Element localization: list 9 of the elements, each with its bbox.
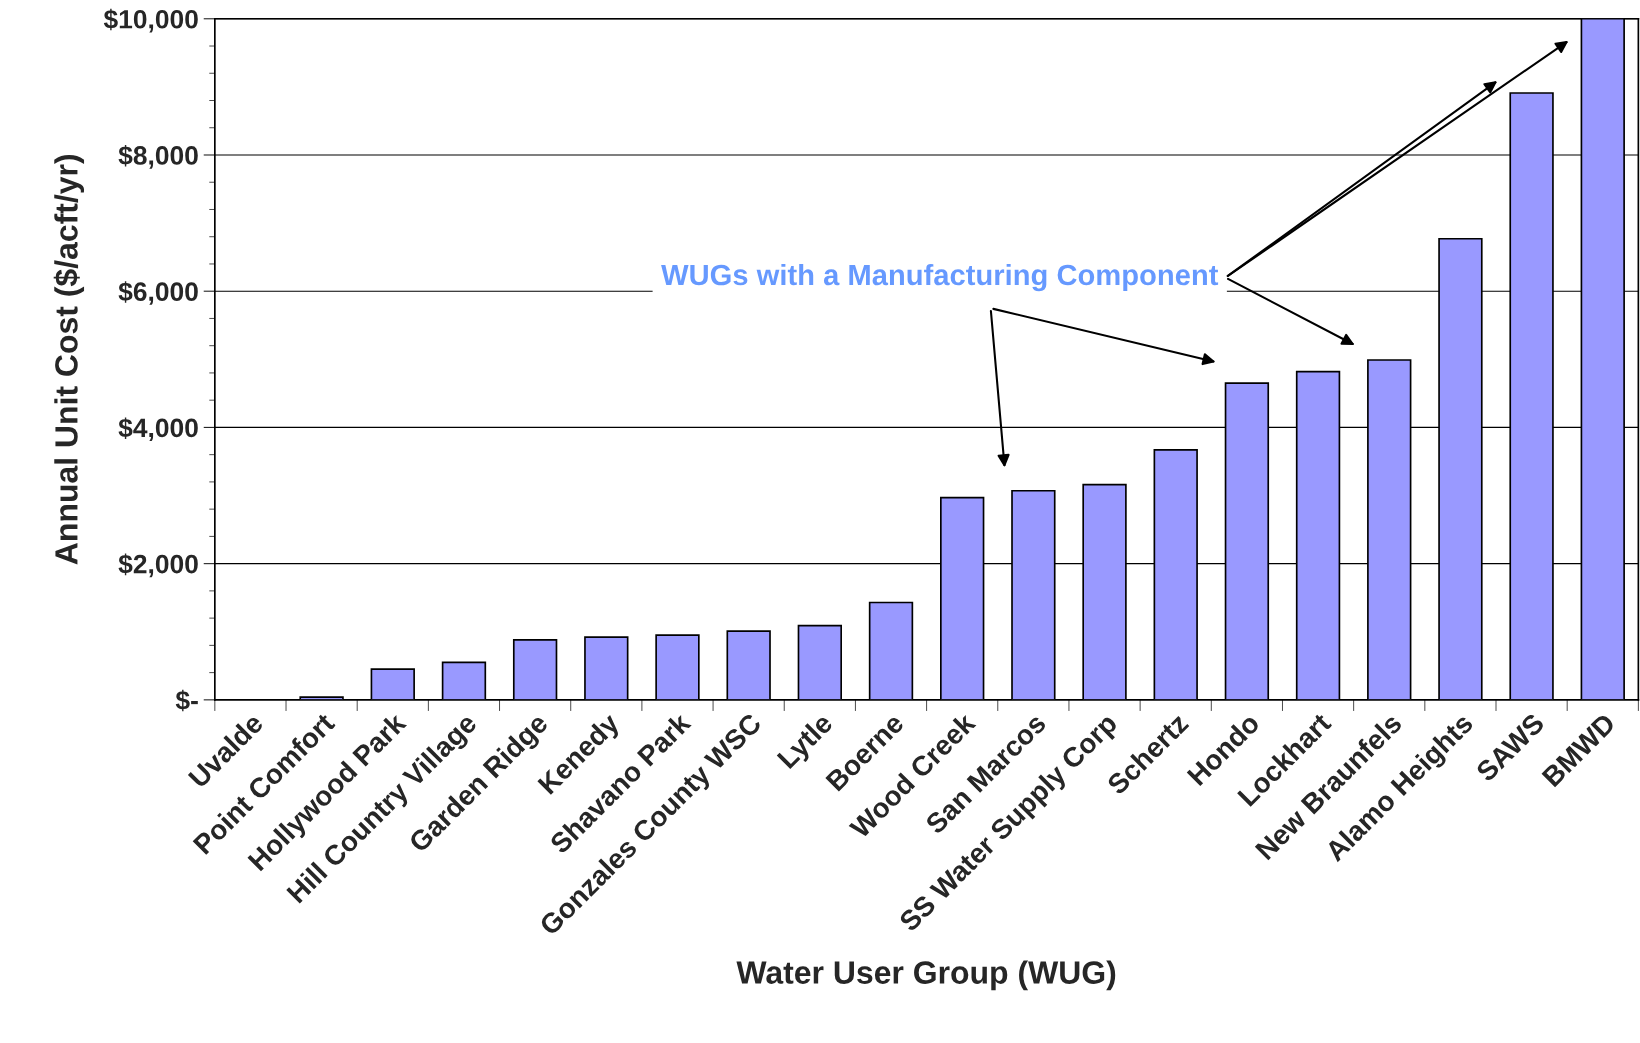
- y-tick-label: $8,000: [118, 144, 198, 169]
- x-axis-title: Water User Group (WUG): [736, 960, 1116, 991]
- y-axis-title: Annual Unit Cost ($/acft/yr): [53, 155, 85, 565]
- y-tick-label: $2,000: [118, 553, 198, 578]
- y-tick-label: $4,000: [118, 417, 198, 442]
- y-tick-label: $-: [175, 689, 198, 712]
- annotation: WUGs with a Manufacturing Component: [661, 263, 1219, 292]
- y-tick-label: $10,000: [103, 8, 198, 33]
- y-tick-label: $6,000: [118, 281, 198, 305]
